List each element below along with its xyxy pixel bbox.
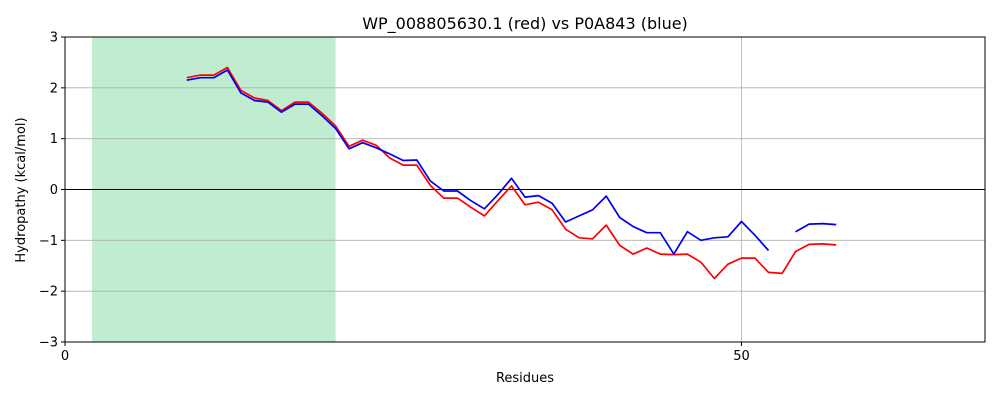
y-tick-label: 1 <box>50 132 58 147</box>
series-line-1 <box>186 66 837 280</box>
x-tick-label: 0 <box>61 349 69 364</box>
y-tick-label: −3 <box>39 336 58 351</box>
x-tick-label: 50 <box>733 349 750 364</box>
x-axis-label: Residues <box>496 371 554 386</box>
y-tick-label: 0 <box>50 183 58 198</box>
y-tick-label: 2 <box>50 81 58 96</box>
y-tick-label: −2 <box>39 285 58 300</box>
y-tick-label: 3 <box>50 31 58 46</box>
series-line-2 <box>186 69 837 255</box>
y-axis-label: Hydropathy (kcal/mol) <box>14 117 29 262</box>
chart-title: WP_008805630.1 (red) vs P0A843 (blue) <box>362 14 688 34</box>
y-tick-label: −1 <box>39 234 58 249</box>
